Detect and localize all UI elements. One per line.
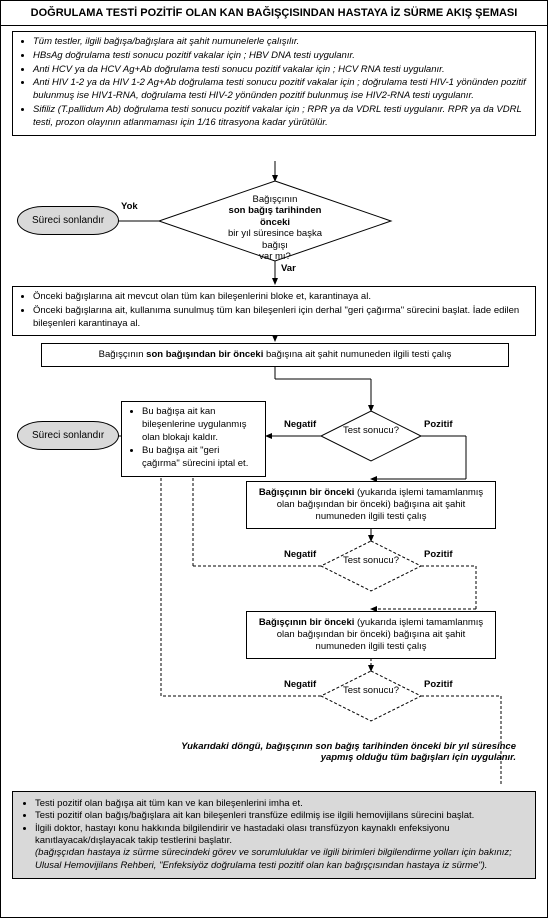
final-item: İlgili doktor, hastayı konu hakkında bil…	[35, 823, 527, 872]
label-pozitif-1: Pozitif	[424, 419, 453, 430]
final-item: Testi pozitif olan bağış/bağışlara ait k…	[35, 810, 527, 822]
decision1-text: Bağışçının son bağış tarihinden önceki b…	[215, 194, 335, 262]
decision3-text: Test sonucu?	[311, 555, 431, 566]
label-pozitif-2: Pozitif	[424, 549, 453, 560]
label-var: Var	[281, 263, 296, 274]
terminator-end-2: Süreci sonlandır	[17, 421, 119, 450]
block-box: Önceki bağışlarına ait mevcut olan tüm k…	[12, 286, 536, 336]
block-item: Önceki bağışlarına ait mevcut olan tüm k…	[33, 291, 529, 304]
intro-item: Anti HIV 1-2 ya da HIV 1-2 Ag+Ab doğrula…	[33, 77, 529, 103]
label-negatif-1: Negatif	[284, 419, 316, 430]
page-title: DOĞRULAMA TESTİ POZİTİF OLAN KAN BAĞIŞÇI…	[1, 1, 547, 26]
run-prev2-box: Bağışçının bir önceki (yukarıda işlemi t…	[246, 481, 496, 529]
intro-item: HBsAg doğrulama testi sonucu pozitif vak…	[33, 50, 529, 63]
run-prev3-box: Bağışçının bir önceki (yukarıda işlemi t…	[246, 611, 496, 659]
decision2-text: Test sonucu?	[311, 425, 431, 436]
final-item: Testi pozitif olan bağışa ait tüm kan ve…	[35, 798, 527, 810]
label-pozitif-3: Pozitif	[424, 679, 453, 690]
intro-box: Tüm testler, ilgili bağışa/bağışlara ait…	[12, 31, 536, 136]
unblock-item: Bu bağışa ait "geri çağırma" sürecini ip…	[142, 445, 259, 471]
decision4-text: Test sonucu?	[311, 685, 431, 696]
run-prev-box: Bağışçının son bağışından bir önceki bağ…	[41, 343, 509, 367]
block-item: Önceki bağışlarına ait, kullanıma sunulm…	[33, 305, 529, 331]
intro-item: Anti HCV ya da HCV Ag+Ab doğrulama testi…	[33, 64, 529, 77]
label-negatif-2: Negatif	[284, 549, 316, 560]
final-box: Testi pozitif olan bağışa ait tüm kan ve…	[12, 791, 536, 879]
connectors	[1, 1, 548, 919]
label-yok: Yok	[121, 201, 138, 212]
intro-item: Tüm testler, ilgili bağışa/bağışlara ait…	[33, 36, 529, 49]
unblock-item: Bu bağışa ait kan bileşenlerine uygulanm…	[142, 406, 259, 444]
unblock-box: Bu bağışa ait kan bileşenlerine uygulanm…	[121, 401, 266, 477]
label-negatif-3: Negatif	[284, 679, 316, 690]
loop-note: Yukarıdaki döngü, bağışçının son bağış t…	[176, 741, 516, 763]
terminator-end-1: Süreci sonlandır	[17, 206, 119, 235]
intro-item: Sifiliz (T.pallidum Ab) doğrulama testi …	[33, 104, 529, 130]
